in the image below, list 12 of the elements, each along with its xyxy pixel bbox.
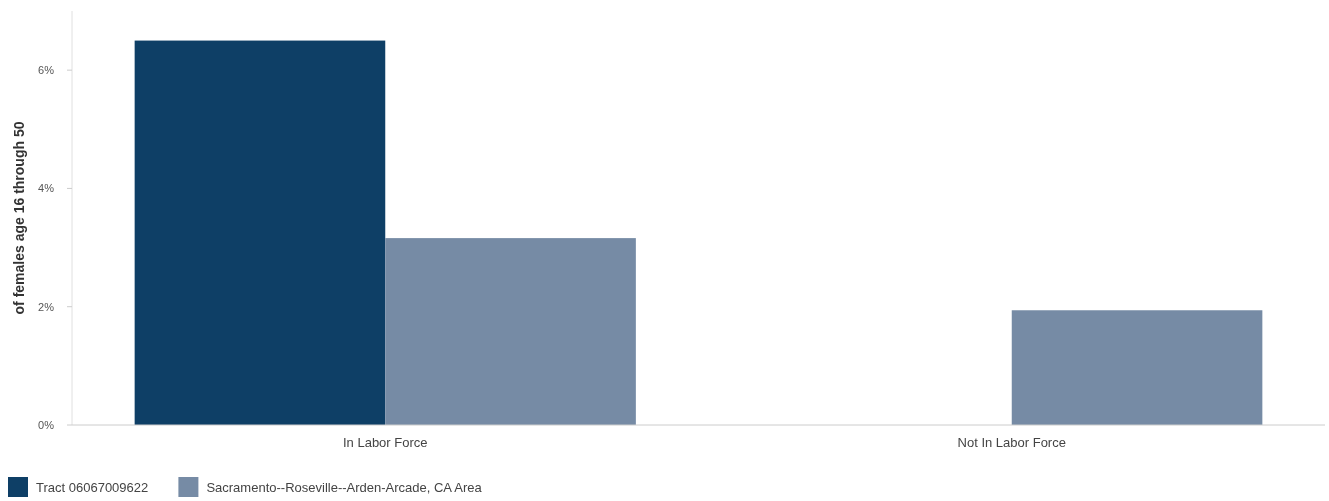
y-tick-label: 2% [38, 300, 55, 313]
bar [1011, 310, 1263, 425]
x-tick-label: In Labor Force [342, 435, 428, 450]
y-tick-label: 6% [38, 63, 55, 76]
y-tick-label: 0% [38, 418, 55, 431]
x-tick-label: Not In Labor Force [957, 435, 1066, 450]
y-axis-title: of females age 16 through 50 [11, 121, 27, 315]
legend-label: Tract 06067009622 [36, 480, 149, 495]
bar [385, 238, 636, 425]
legend-label: Sacramento--Roseville--Arden-Arcade, CA Area [206, 480, 483, 495]
y-tick-label: 4% [38, 182, 55, 195]
bar [134, 40, 386, 425]
